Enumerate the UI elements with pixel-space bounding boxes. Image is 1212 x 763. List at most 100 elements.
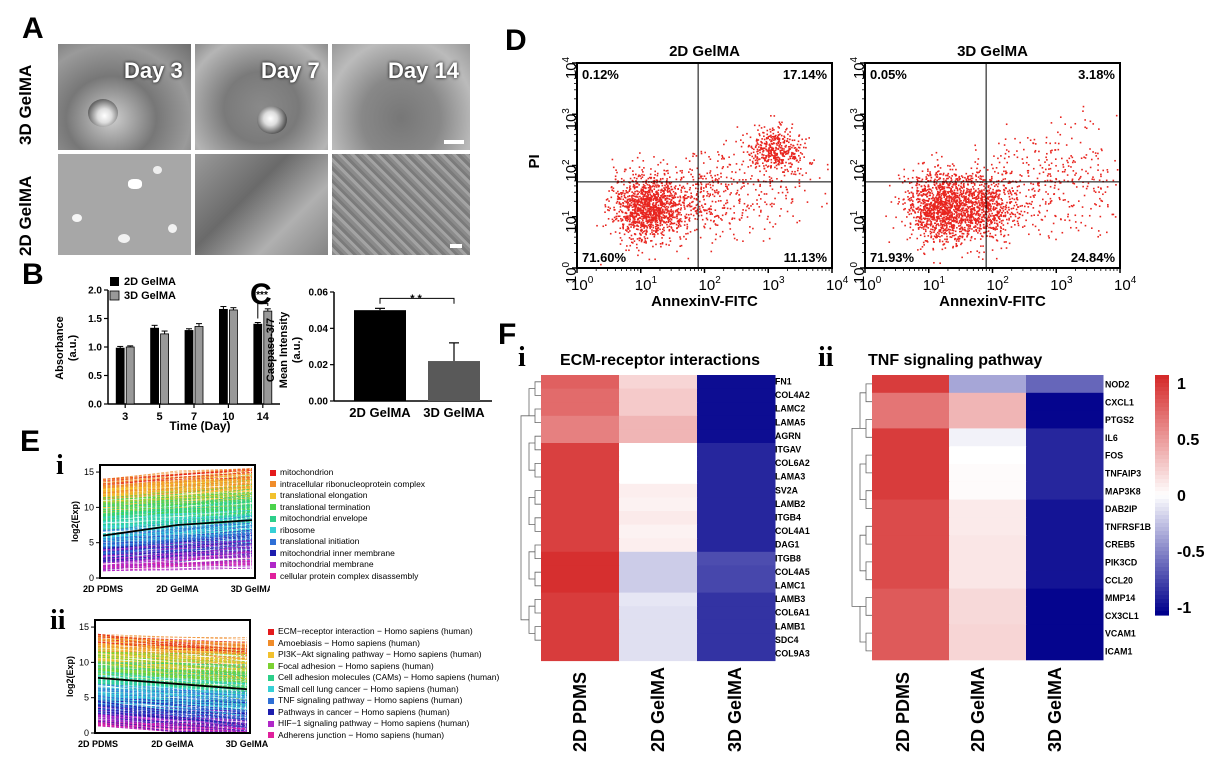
d-dot xyxy=(925,190,927,192)
d-dot xyxy=(827,168,829,171)
d-dot xyxy=(771,188,774,191)
d-dot xyxy=(949,210,951,212)
d-dot xyxy=(907,196,909,198)
d-dot xyxy=(797,167,799,170)
d-dot xyxy=(706,212,708,215)
d-dot xyxy=(1068,219,1071,222)
d-dot xyxy=(969,214,972,216)
d-dot xyxy=(933,231,935,234)
d-dot xyxy=(673,222,676,225)
d-dot xyxy=(951,185,953,188)
d-dot xyxy=(646,222,649,224)
d-dot xyxy=(961,192,963,195)
d-dot xyxy=(652,233,654,236)
sem-label-day7: Day 7 xyxy=(261,58,320,83)
d-dot xyxy=(947,184,950,187)
d-dot xyxy=(763,167,766,170)
d-dot xyxy=(645,179,648,182)
d-dot xyxy=(768,150,771,152)
d-dot xyxy=(663,210,665,213)
d-dot xyxy=(981,258,984,260)
d-dot xyxy=(665,212,668,214)
d-dot xyxy=(964,229,967,232)
d-dot xyxy=(773,162,776,164)
d-dot xyxy=(672,210,674,212)
d-dot xyxy=(766,166,769,168)
d-dot xyxy=(986,223,988,225)
d-dot xyxy=(692,200,694,203)
d-dot xyxy=(922,228,925,230)
d-dot xyxy=(938,191,941,194)
d-dot xyxy=(722,166,725,168)
d-dot xyxy=(988,223,991,226)
d-dot xyxy=(741,186,743,188)
d-dot xyxy=(1064,123,1066,125)
d-dot xyxy=(964,213,966,216)
d-dot xyxy=(687,232,689,235)
d-dot xyxy=(1034,149,1037,152)
d-dot xyxy=(639,175,642,177)
d-dot xyxy=(664,209,667,211)
d-dot xyxy=(959,191,962,194)
d-dot xyxy=(717,182,719,184)
d-dot xyxy=(898,201,900,203)
d-dot xyxy=(966,211,968,213)
d-dot xyxy=(614,175,617,178)
d-dot xyxy=(940,202,943,205)
d-dot xyxy=(628,195,631,197)
d-dot xyxy=(736,126,739,128)
d-dot xyxy=(620,195,623,198)
d-dot xyxy=(629,212,632,214)
d-dot xyxy=(732,178,735,181)
d-dot xyxy=(990,193,992,196)
d-dot xyxy=(627,208,630,211)
d-dot xyxy=(770,115,772,117)
d-dot xyxy=(646,198,649,200)
d-dot xyxy=(949,222,952,225)
d-dot xyxy=(1072,204,1075,207)
d-dot xyxy=(623,194,626,197)
d-dot xyxy=(958,194,961,197)
d-dot xyxy=(749,226,751,228)
d-dot xyxy=(942,191,945,194)
d-dot xyxy=(645,203,647,206)
d-dot xyxy=(1025,195,1027,198)
d-dot xyxy=(696,218,699,221)
d-dot xyxy=(977,206,980,209)
d-dot xyxy=(709,158,712,161)
e-trend-line xyxy=(102,492,253,509)
d-dot xyxy=(766,142,768,144)
d-dot xyxy=(1083,194,1086,197)
d-dot xyxy=(632,186,635,188)
d-dot xyxy=(961,219,964,221)
d-dot xyxy=(645,220,648,223)
d-dot xyxy=(982,175,984,178)
d-dot xyxy=(755,139,758,142)
d-dot xyxy=(935,200,938,202)
d-dot xyxy=(1046,152,1048,155)
d-dot xyxy=(1084,157,1087,159)
d-dot xyxy=(956,179,959,182)
d-dot xyxy=(1017,217,1019,220)
d-dot xyxy=(913,209,915,212)
d-dot xyxy=(991,202,994,205)
d-dot xyxy=(951,175,953,177)
d-dot xyxy=(935,196,937,199)
d-dot xyxy=(769,146,772,149)
d-ytick-label: 104 xyxy=(561,56,580,79)
d-dot xyxy=(1011,197,1014,200)
d-dot xyxy=(912,196,915,198)
d-dot xyxy=(692,184,694,187)
d-dot xyxy=(674,204,677,206)
d-dot xyxy=(940,208,943,211)
d-dot xyxy=(963,199,965,202)
d-dot xyxy=(920,216,922,218)
d-dot xyxy=(742,134,744,137)
d-dot xyxy=(628,223,631,226)
d-dot xyxy=(642,221,645,224)
d-dot xyxy=(625,212,628,215)
d-dot xyxy=(647,203,650,206)
d-dot xyxy=(974,197,976,199)
d-dot xyxy=(968,229,970,232)
d-dot xyxy=(681,171,683,174)
